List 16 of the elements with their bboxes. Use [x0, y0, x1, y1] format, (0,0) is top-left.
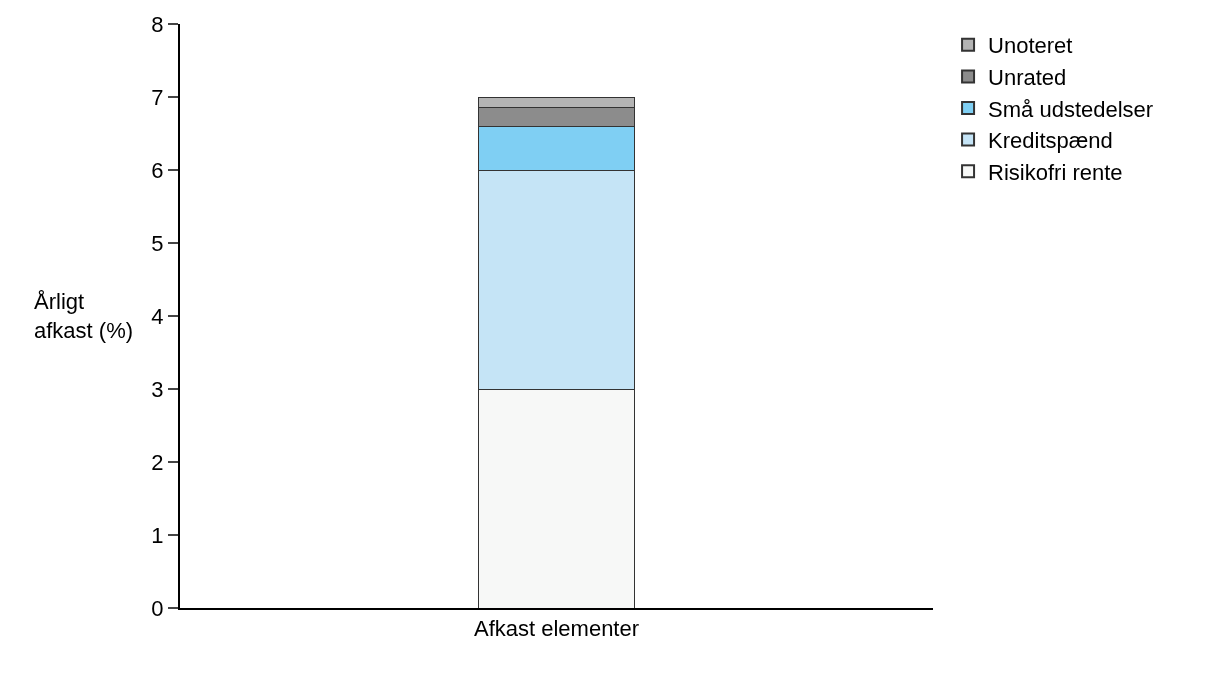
x-tick-label: Afkast elementer	[473, 616, 640, 642]
y-tick-label: 0	[151, 595, 164, 621]
y-tick-label: 1	[151, 522, 164, 548]
y-tick-label: 4	[151, 303, 164, 329]
y-axis-title: Årligt afkast (%)	[34, 289, 134, 343]
y-tick-label: 7	[151, 84, 164, 110]
y-tick-label: 5	[151, 230, 164, 256]
y-tick-label: 3	[151, 376, 164, 402]
legend-label: Unrated	[988, 64, 1067, 90]
legend-label: Risikofri rente	[988, 159, 1123, 185]
y-tick-label: 6	[151, 157, 164, 183]
legend-label: Kreditspænd	[988, 128, 1113, 154]
legend-label: Unoteret	[988, 33, 1073, 59]
y-tick-label: 2	[151, 449, 164, 475]
legend-label: Små udstedelser	[988, 96, 1154, 122]
y-tick-label: 8	[151, 11, 164, 37]
